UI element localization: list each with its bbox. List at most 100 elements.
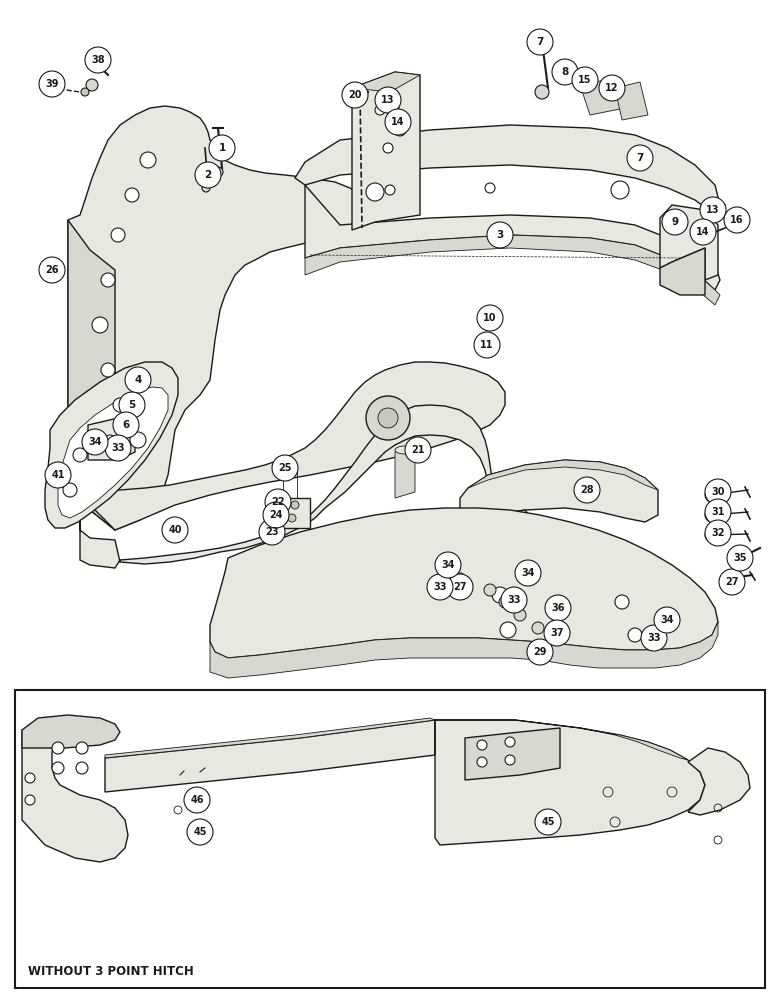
Circle shape	[527, 639, 553, 665]
Text: 16: 16	[730, 215, 743, 225]
Polygon shape	[305, 235, 720, 305]
Text: 35: 35	[733, 553, 747, 563]
Text: 7: 7	[537, 37, 543, 47]
Polygon shape	[68, 220, 115, 530]
Bar	[15, 690, 765, 988]
Circle shape	[514, 609, 526, 621]
Text: 33: 33	[507, 595, 521, 605]
Circle shape	[545, 595, 571, 621]
Text: 7: 7	[636, 153, 644, 163]
Circle shape	[535, 809, 561, 835]
Text: 5: 5	[128, 400, 136, 410]
Polygon shape	[22, 730, 128, 862]
Circle shape	[482, 314, 498, 330]
Circle shape	[44, 264, 60, 280]
Circle shape	[544, 620, 570, 646]
Text: 29: 29	[533, 647, 547, 657]
Circle shape	[394, 124, 406, 136]
Circle shape	[105, 435, 115, 445]
Text: 39: 39	[46, 79, 59, 89]
Circle shape	[366, 183, 384, 201]
Polygon shape	[80, 362, 505, 530]
Text: WITHOUT 3 POINT HITCH: WITHOUT 3 POINT HITCH	[28, 965, 194, 978]
Circle shape	[119, 392, 145, 418]
Text: 30: 30	[711, 487, 725, 497]
Circle shape	[375, 87, 401, 113]
Text: 13: 13	[706, 205, 720, 215]
Polygon shape	[435, 720, 705, 845]
Circle shape	[654, 607, 680, 633]
Circle shape	[487, 222, 513, 248]
Circle shape	[662, 209, 688, 235]
Circle shape	[125, 367, 151, 393]
Text: 23: 23	[266, 527, 279, 537]
Circle shape	[690, 219, 716, 245]
Text: 15: 15	[578, 75, 592, 85]
Text: 45: 45	[541, 817, 555, 827]
Circle shape	[719, 569, 745, 595]
Circle shape	[130, 432, 146, 448]
Circle shape	[272, 455, 298, 481]
Circle shape	[705, 508, 719, 522]
Circle shape	[700, 197, 726, 223]
Polygon shape	[435, 720, 688, 760]
Text: 11: 11	[480, 340, 494, 350]
Circle shape	[727, 545, 753, 571]
Circle shape	[265, 489, 291, 515]
Polygon shape	[580, 78, 625, 115]
Circle shape	[611, 181, 629, 199]
Circle shape	[366, 396, 410, 440]
Text: 9: 9	[672, 217, 679, 227]
Text: 36: 36	[551, 603, 565, 613]
Text: 32: 32	[711, 528, 725, 538]
Circle shape	[291, 501, 299, 509]
Circle shape	[477, 305, 503, 331]
Circle shape	[705, 499, 731, 525]
Text: 20: 20	[348, 90, 362, 100]
Polygon shape	[352, 72, 420, 230]
Circle shape	[81, 88, 89, 96]
Circle shape	[515, 560, 541, 586]
Circle shape	[82, 429, 108, 455]
Text: 34: 34	[88, 437, 102, 447]
Circle shape	[385, 185, 395, 195]
Circle shape	[487, 345, 493, 351]
Circle shape	[705, 528, 719, 542]
Circle shape	[342, 82, 368, 108]
Polygon shape	[105, 720, 435, 792]
Circle shape	[627, 145, 653, 171]
Circle shape	[101, 273, 115, 287]
Circle shape	[505, 737, 515, 747]
Text: 24: 24	[269, 510, 283, 520]
Circle shape	[486, 318, 494, 326]
Polygon shape	[465, 728, 560, 780]
Text: 28: 28	[581, 485, 594, 495]
Text: 38: 38	[91, 55, 105, 65]
Polygon shape	[105, 718, 435, 758]
Text: 46: 46	[190, 795, 204, 805]
Circle shape	[705, 488, 719, 502]
Circle shape	[259, 519, 285, 545]
Circle shape	[535, 85, 549, 99]
Circle shape	[385, 109, 411, 135]
Polygon shape	[80, 405, 510, 568]
Circle shape	[187, 819, 213, 845]
Polygon shape	[88, 418, 135, 460]
Text: 40: 40	[168, 525, 181, 535]
Circle shape	[501, 587, 527, 613]
Text: 6: 6	[123, 420, 130, 430]
Polygon shape	[615, 82, 648, 120]
Circle shape	[213, 167, 223, 177]
Text: 22: 22	[271, 497, 285, 507]
Circle shape	[383, 143, 393, 153]
Circle shape	[427, 574, 453, 600]
Circle shape	[628, 628, 642, 642]
Polygon shape	[660, 248, 705, 295]
Circle shape	[447, 574, 473, 600]
Circle shape	[25, 773, 35, 783]
Polygon shape	[210, 622, 718, 678]
Circle shape	[705, 520, 731, 546]
Circle shape	[552, 59, 578, 85]
Ellipse shape	[395, 446, 415, 454]
Circle shape	[105, 435, 131, 461]
